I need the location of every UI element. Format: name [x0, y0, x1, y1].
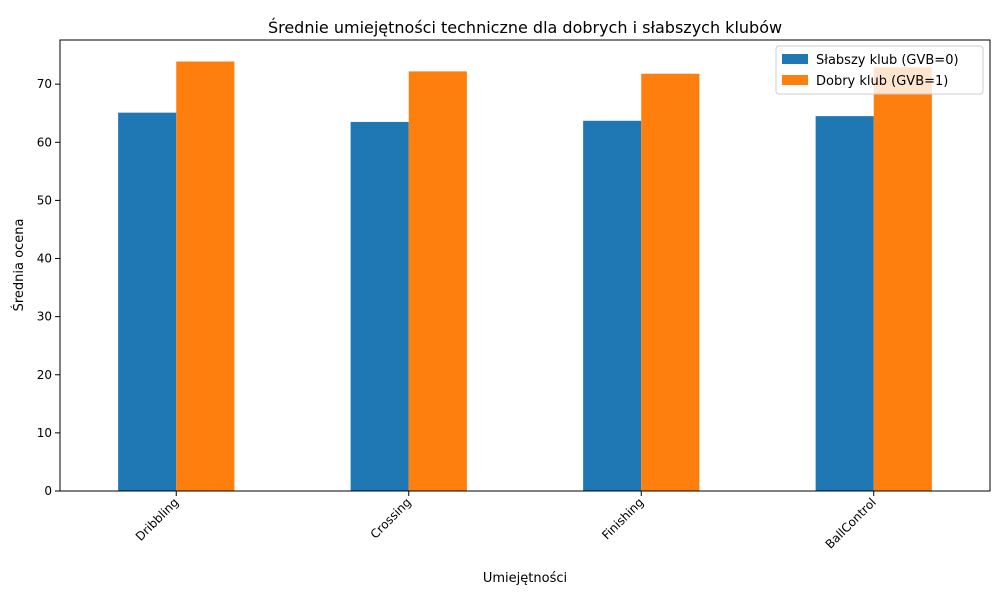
y-tick-label: 0 — [44, 484, 52, 498]
bar-weaker-dribbling — [118, 112, 177, 491]
bar-weaker-crossing — [350, 121, 409, 491]
bar-weaker-ballcontrol — [815, 116, 874, 491]
x-tick-label-ballcontrol: BallControl — [823, 495, 879, 551]
x-axis: Dribbling Crossing Finishing BallControl — [133, 491, 879, 552]
legend: Słabszy klub (GVB=0) Dobry klub (GVB=1) — [775, 45, 984, 95]
bar-good-ballcontrol — [873, 67, 932, 491]
y-tick-label: 60 — [37, 135, 52, 149]
plot-frame — [59, 39, 991, 492]
y-axis-label: Średnia ocena — [11, 219, 27, 312]
y-tick-label: 10 — [37, 426, 52, 440]
bar-weaker-finishing — [583, 120, 642, 491]
bar-good-finishing — [641, 73, 700, 491]
legend-swatch-good — [782, 75, 808, 85]
x-tick-label-finishing: Finishing — [599, 495, 646, 542]
y-tick-label: 40 — [37, 252, 52, 266]
x-tick-label-crossing: Crossing — [368, 495, 414, 541]
y-tick-label: 70 — [37, 77, 52, 91]
bar-good-crossing — [408, 71, 467, 491]
x-tick-label-dribbling: Dribbling — [133, 495, 182, 544]
chart-title: Średnie umiejętności techniczne dla dobr… — [268, 18, 782, 37]
y-tick-label: 30 — [37, 310, 52, 324]
legend-label-good: Dobry klub (GVB=1) — [816, 74, 948, 89]
y-tick-label: 20 — [37, 368, 52, 382]
y-axis: 0 10 20 30 40 50 60 70 — [37, 77, 60, 498]
legend-swatch-weaker — [782, 54, 808, 64]
y-tick-label: 50 — [37, 193, 52, 207]
bars-layer — [118, 61, 932, 491]
legend-label-weaker: Słabszy klub (GVB=0) — [816, 53, 959, 68]
legend-box — [775, 45, 984, 95]
x-axis-label: Umiejętności — [483, 571, 567, 586]
bar-good-dribbling — [176, 61, 235, 491]
